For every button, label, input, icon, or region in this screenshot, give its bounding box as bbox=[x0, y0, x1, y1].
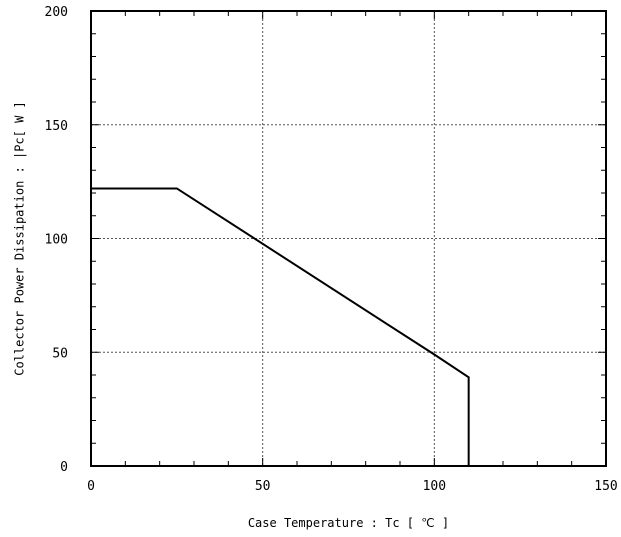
x-tick-label: 50 bbox=[255, 479, 271, 494]
y-tick-label: 150 bbox=[45, 119, 68, 134]
x-axis-title: Case Temperature : Tc [ ℃ ] bbox=[248, 516, 449, 530]
y-axis-title: Collector Power Dissipation : |Pc[ W ] bbox=[13, 101, 27, 376]
y-tick-label: 0 bbox=[60, 460, 68, 475]
tick-labels: 0 50 100 150 0 50 100 150 200 bbox=[45, 5, 618, 494]
y-tick-label: 50 bbox=[52, 346, 68, 361]
grid-lines bbox=[91, 11, 606, 466]
series-line-0 bbox=[91, 187, 470, 466]
series-layer bbox=[91, 187, 470, 466]
x-tick-label: 150 bbox=[594, 479, 617, 494]
y-tick-label: 200 bbox=[45, 5, 68, 20]
x-tick-label: 100 bbox=[423, 479, 446, 494]
y-tick-label: 100 bbox=[45, 233, 68, 248]
x-tick-label: 0 bbox=[87, 479, 95, 494]
plot-area-frame bbox=[90, 10, 607, 467]
